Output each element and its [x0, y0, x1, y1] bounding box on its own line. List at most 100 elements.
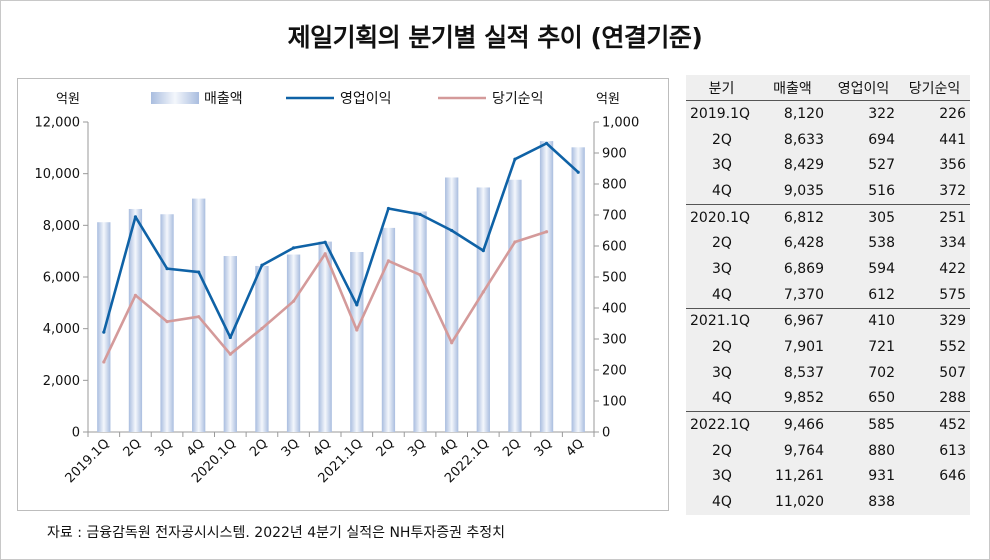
point-operating-profit — [197, 270, 201, 274]
table-row: 4Q 11,020 838 — [686, 489, 970, 515]
bar-sales — [255, 265, 269, 432]
point-net-income — [386, 259, 391, 263]
x-tick-label: 2Q — [121, 436, 145, 460]
cell-sales: 11,020 — [775, 494, 824, 511]
left-tick-label: 10,000 — [35, 167, 81, 182]
point-operating-profit — [418, 212, 422, 216]
point-operating-profit — [133, 215, 138, 219]
bar-sales — [381, 227, 396, 432]
bar-sales — [413, 211, 427, 432]
cell-sales: 6,812 — [783, 209, 824, 226]
x-tick-label: 3Q — [532, 436, 556, 460]
cell-operating-profit: 931 — [868, 468, 895, 485]
cell-operating-profit: 880 — [868, 442, 895, 459]
table-row: 4Q 7,370 612 575 — [686, 281, 970, 309]
right-tick-label: 800 — [602, 178, 627, 193]
left-axis-unit: 억원 — [56, 92, 80, 107]
cell-net-income: 334 — [939, 235, 966, 252]
cell-operating-profit: 410 — [868, 313, 895, 330]
right-tick-label: 300 — [602, 333, 627, 348]
cell-operating-profit: 585 — [868, 417, 895, 434]
right-tick-label: 600 — [602, 240, 627, 255]
cell-quarter: 2020.1Q — [690, 209, 751, 226]
cell-sales: 9,466 — [783, 417, 824, 434]
left-tick-label: 0 — [72, 426, 80, 441]
cell-operating-profit: 322 — [868, 105, 895, 122]
bar-sales — [445, 177, 459, 432]
bar-sales — [286, 254, 301, 432]
table-row: 2Q 9,764 880 613 — [686, 438, 970, 464]
point-operating-profit — [386, 206, 391, 211]
cell-sales: 9,852 — [757, 385, 828, 413]
cell-sales: 8,537 — [783, 364, 824, 381]
right-tick-label: 400 — [602, 302, 627, 317]
cell-operating-profit: 305 — [868, 209, 895, 226]
point-net-income — [102, 360, 106, 364]
cell-net-income: 422 — [939, 260, 966, 277]
cell-quarter: 3Q — [712, 260, 732, 277]
cell-quarter: 3Q — [712, 468, 732, 485]
cell-operating-profit: 838 — [868, 494, 895, 511]
cell-net-income: 251 — [939, 209, 966, 226]
cell-sales: 7,370 — [757, 281, 828, 309]
cell-sales: 8,633 — [783, 131, 824, 148]
point-net-income — [355, 328, 359, 332]
cell-net-income: 507 — [939, 364, 966, 381]
cell-operating-profit: 527 — [868, 157, 895, 174]
cell-net-income: 372 — [899, 178, 970, 205]
table-row: 2Q 6,428 538 334 — [686, 230, 970, 256]
point-net-income — [260, 326, 264, 331]
col-header-sales: 매출액 — [757, 75, 828, 101]
point-net-income — [544, 230, 549, 234]
x-tick-label: 4Q — [563, 436, 587, 460]
cell-operating-profit: 694 — [868, 131, 895, 148]
point-operating-profit — [260, 263, 264, 267]
x-tick-label: 2Q — [374, 436, 398, 460]
cell-operating-profit: 650 — [828, 385, 899, 413]
cell-operating-profit: 538 — [868, 235, 895, 252]
right-axis-unit: 억원 — [596, 92, 620, 107]
legend-label-net-income: 당기순익 — [492, 91, 544, 107]
cell-quarter: 2022.1Q — [690, 417, 751, 434]
bar-sales — [508, 179, 522, 432]
cell-net-income: 646 — [939, 468, 966, 485]
cell-quarter: 4Q — [686, 281, 757, 309]
point-net-income — [513, 240, 517, 244]
point-operating-profit — [450, 228, 454, 233]
bar-sales — [97, 222, 111, 432]
cell-operating-profit: 594 — [868, 260, 895, 277]
x-tick-label: 2Q — [247, 436, 271, 460]
cell-sales: 6,869 — [783, 260, 824, 277]
col-header-quarter: 분기 — [686, 75, 757, 101]
cell-net-income: 288 — [899, 385, 970, 413]
point-operating-profit — [481, 249, 485, 253]
left-tick-label: 2,000 — [43, 374, 80, 389]
right-tick-label: 700 — [602, 209, 627, 224]
cell-net-income: 613 — [939, 442, 966, 459]
table-row: 2020.1Q 6,812 305 251 — [686, 204, 970, 230]
point-operating-profit — [323, 240, 327, 244]
point-net-income — [323, 252, 327, 256]
cell-sales: 7,901 — [783, 339, 824, 356]
cell-net-income: 329 — [939, 313, 966, 330]
point-operating-profit — [576, 170, 580, 174]
right-tick-label: 500 — [602, 271, 627, 286]
right-tick-label: 0 — [602, 426, 610, 441]
cell-quarter: 4Q — [712, 494, 732, 511]
point-operating-profit — [228, 335, 232, 340]
line-operating-profit — [102, 142, 580, 339]
table-row: 3Q 8,429 527 356 — [686, 152, 970, 178]
col-header-operating-profit: 영업이익 — [828, 75, 899, 101]
cell-sales: 9,035 — [757, 178, 828, 205]
table-row: 2021.1Q 6,967 410 329 — [686, 308, 970, 334]
bar-sales — [350, 252, 364, 432]
right-tick-label: 1,000 — [602, 116, 639, 131]
cell-quarter: 4Q — [686, 178, 757, 205]
left-tick-label: 12,000 — [35, 116, 81, 131]
cell-quarter: 2Q — [712, 442, 732, 459]
table-row: 2019.1Q 8,120 322 226 — [686, 101, 970, 127]
point-net-income — [228, 352, 232, 356]
cell-operating-profit: 721 — [868, 339, 895, 356]
left-tick-label: 8,000 — [43, 219, 80, 234]
cell-net-income: 441 — [939, 131, 966, 148]
